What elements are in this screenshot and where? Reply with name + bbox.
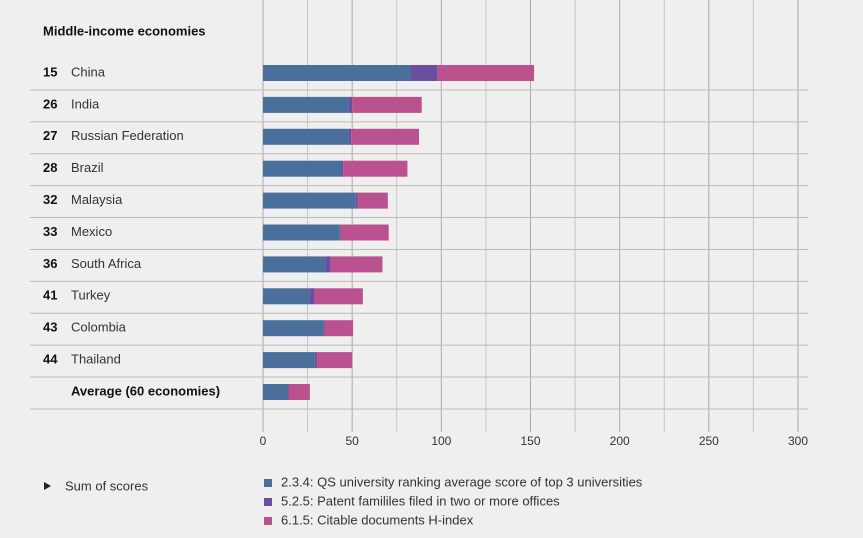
category-label: China xyxy=(71,64,106,79)
rank-label: 43 xyxy=(43,320,57,335)
legend-label: 5.2.5: Patent famililes filed in two or … xyxy=(281,493,560,508)
legend-label: 2.3.4: QS university ranking average sco… xyxy=(281,474,643,489)
x-tick-label: 100 xyxy=(431,434,451,448)
bar-segment xyxy=(411,65,438,81)
bar-segment xyxy=(287,384,289,400)
rank-label: 44 xyxy=(43,352,58,367)
rank-label: 15 xyxy=(43,64,57,79)
category-label: Average (60 economies) xyxy=(71,383,220,398)
bar-segment xyxy=(314,288,363,305)
legend-label: 6.1.5: Citable documents H-index xyxy=(281,512,474,527)
bar-segment xyxy=(340,224,389,241)
bar-segment xyxy=(330,256,383,273)
x-tick-label: 0 xyxy=(260,434,267,448)
rank-label: 33 xyxy=(43,224,57,239)
bar-segment xyxy=(323,320,325,337)
bar-segment xyxy=(314,352,317,369)
rank-label: 36 xyxy=(43,256,57,271)
bar-segment xyxy=(343,160,408,177)
bar-segment xyxy=(351,128,420,145)
legend-swatch xyxy=(264,479,272,487)
rank-label: 28 xyxy=(43,160,57,175)
x-tick-label: 250 xyxy=(699,434,719,448)
bar-segment xyxy=(288,384,310,400)
bar-segment xyxy=(357,192,388,209)
x-tick-label: 150 xyxy=(520,434,540,448)
bar-segment xyxy=(263,128,349,145)
bar-segment xyxy=(325,256,331,273)
bar-segment xyxy=(263,96,349,113)
bar-segment xyxy=(348,96,353,113)
x-tick-label: 200 xyxy=(610,434,630,448)
category-label: Turkey xyxy=(71,288,111,303)
bar-segment xyxy=(355,192,358,209)
category-label: South Africa xyxy=(71,256,142,271)
category-label: Brazil xyxy=(71,160,104,175)
category-label: Thailand xyxy=(71,352,121,367)
bar-segment xyxy=(339,224,341,241)
category-label: Russian Federation xyxy=(71,128,184,143)
bar-segment xyxy=(263,320,324,337)
bar-segment xyxy=(437,65,535,81)
category-label: Colombia xyxy=(71,320,127,335)
category-label: Mexico xyxy=(71,224,112,239)
category-label: India xyxy=(71,96,100,111)
bar-segment xyxy=(309,288,315,305)
category-label: Malaysia xyxy=(71,192,123,207)
legend-swatch xyxy=(264,517,272,525)
bar-segment xyxy=(263,192,356,209)
bar-segment xyxy=(263,256,326,273)
bar-segment xyxy=(316,352,353,369)
bar-segment xyxy=(263,352,315,369)
legend-title: Sum of scores xyxy=(65,478,149,493)
rank-label: 41 xyxy=(43,288,57,303)
bar-segment xyxy=(352,96,422,113)
bar-segment xyxy=(348,128,352,145)
bar-segment xyxy=(324,320,354,337)
bar-segment xyxy=(263,288,310,305)
bar-segment xyxy=(263,65,412,81)
rank-label: 32 xyxy=(43,192,57,207)
legend-marker xyxy=(44,482,51,490)
x-tick-label: 300 xyxy=(788,434,808,448)
bar-segment xyxy=(263,224,340,241)
bar-segment xyxy=(263,160,342,177)
bar-segment xyxy=(263,384,288,400)
rank-label: 26 xyxy=(43,96,57,111)
legend-swatch xyxy=(264,498,272,506)
chart-title: Middle-income economies xyxy=(43,23,206,38)
bar-segment xyxy=(341,160,344,177)
rank-label: 27 xyxy=(43,128,57,143)
x-tick-label: 50 xyxy=(345,434,359,448)
